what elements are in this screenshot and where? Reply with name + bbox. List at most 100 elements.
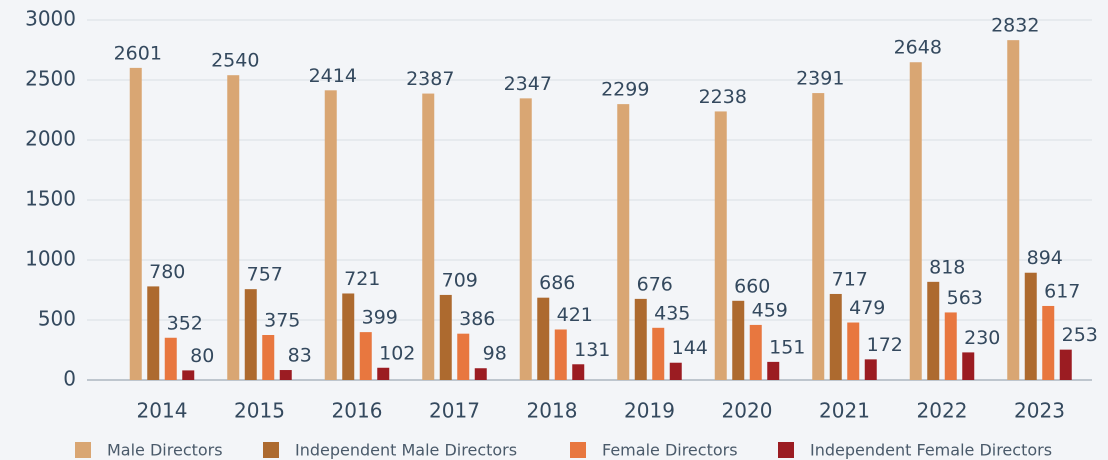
bar — [962, 352, 975, 380]
bar — [359, 332, 372, 380]
legend-swatch — [263, 442, 279, 458]
bar — [864, 359, 877, 380]
value-label: 98 — [483, 343, 507, 365]
bar — [634, 298, 647, 380]
y-tick-label: 0 — [63, 367, 76, 391]
value-label: 80 — [190, 345, 214, 367]
y-tick-label: 500 — [38, 307, 76, 331]
bar — [847, 322, 860, 380]
value-label: 2299 — [601, 79, 649, 101]
x-tick-label: 2017 — [429, 399, 480, 423]
value-label: 459 — [752, 299, 788, 321]
value-label: 131 — [574, 339, 610, 361]
bar — [164, 337, 177, 380]
value-label: 421 — [557, 304, 593, 326]
value-label: 2238 — [699, 86, 747, 108]
bar — [244, 289, 257, 380]
bar — [147, 286, 160, 380]
legend-label: Male Directors — [107, 441, 223, 460]
value-label: 660 — [734, 275, 770, 297]
value-label: 709 — [442, 269, 478, 291]
value-label: 144 — [672, 337, 708, 359]
bar — [1024, 272, 1037, 380]
bar — [474, 368, 487, 380]
value-label: 151 — [769, 336, 805, 358]
value-label: 375 — [264, 310, 300, 332]
legend-swatch — [778, 442, 794, 458]
bar — [129, 67, 142, 380]
bar — [342, 293, 355, 380]
x-tick-label: 2018 — [527, 399, 578, 423]
bar — [714, 111, 727, 380]
value-label: 2540 — [211, 50, 259, 72]
bar — [439, 294, 452, 380]
value-label: 435 — [654, 302, 690, 324]
bar — [927, 281, 940, 380]
bar — [519, 98, 532, 381]
value-label: 2387 — [406, 68, 454, 90]
bar — [1007, 40, 1020, 380]
bar — [182, 370, 195, 380]
value-label: 2832 — [991, 15, 1039, 37]
value-label: 894 — [1027, 247, 1063, 269]
x-tick-label: 2014 — [137, 399, 188, 423]
y-tick-label: 2500 — [25, 67, 76, 91]
bar — [829, 293, 842, 380]
value-label: 780 — [149, 261, 185, 283]
value-label: 2347 — [504, 73, 552, 95]
bar — [377, 367, 390, 380]
value-label: 172 — [867, 334, 903, 356]
bar — [572, 364, 585, 380]
bar — [909, 62, 922, 381]
x-tick-label: 2015 — [234, 399, 285, 423]
value-label: 2648 — [894, 37, 942, 59]
value-label: 818 — [929, 256, 965, 278]
value-label: 386 — [459, 308, 495, 330]
x-tick-label: 2021 — [819, 399, 870, 423]
x-tick-label: 2023 — [1014, 399, 1065, 423]
bar — [767, 361, 780, 380]
value-label: 757 — [247, 264, 283, 286]
bar — [422, 93, 435, 380]
legend-swatch — [570, 442, 586, 458]
bar — [1042, 305, 1055, 380]
value-label: 617 — [1044, 280, 1080, 302]
bar — [324, 90, 337, 380]
bar — [457, 333, 470, 380]
value-label: 563 — [947, 287, 983, 309]
y-tick-label: 2000 — [25, 127, 76, 151]
x-tick-label: 2020 — [722, 399, 773, 423]
bar — [669, 362, 682, 380]
value-label: 83 — [288, 345, 312, 367]
value-label: 676 — [637, 273, 673, 295]
bar — [1059, 349, 1072, 380]
value-label: 721 — [344, 268, 380, 290]
bar — [537, 297, 550, 380]
bar — [749, 324, 762, 380]
value-label: 253 — [1062, 324, 1098, 346]
bar — [732, 300, 745, 380]
x-tick-label: 2022 — [917, 399, 968, 423]
value-label: 717 — [832, 268, 868, 290]
legend-label: Independent Female Directors — [810, 441, 1052, 460]
value-label: 352 — [167, 312, 203, 334]
value-label: 230 — [964, 327, 1000, 349]
value-label: 479 — [849, 297, 885, 319]
x-tick-label: 2019 — [624, 399, 675, 423]
y-tick-label: 3000 — [25, 7, 76, 31]
bar — [944, 312, 957, 380]
value-label: 102 — [379, 342, 415, 364]
value-label: 686 — [539, 272, 575, 294]
bar — [652, 327, 665, 380]
bar — [812, 93, 825, 380]
value-label: 2391 — [796, 68, 844, 90]
value-label: 399 — [362, 307, 398, 329]
value-label: 2601 — [114, 42, 162, 64]
bar — [554, 329, 567, 380]
legend-label: Independent Male Directors — [295, 441, 517, 460]
value-label: 2414 — [309, 65, 357, 87]
y-tick-label: 1500 — [25, 187, 76, 211]
bar — [279, 370, 292, 380]
bar — [617, 104, 630, 381]
